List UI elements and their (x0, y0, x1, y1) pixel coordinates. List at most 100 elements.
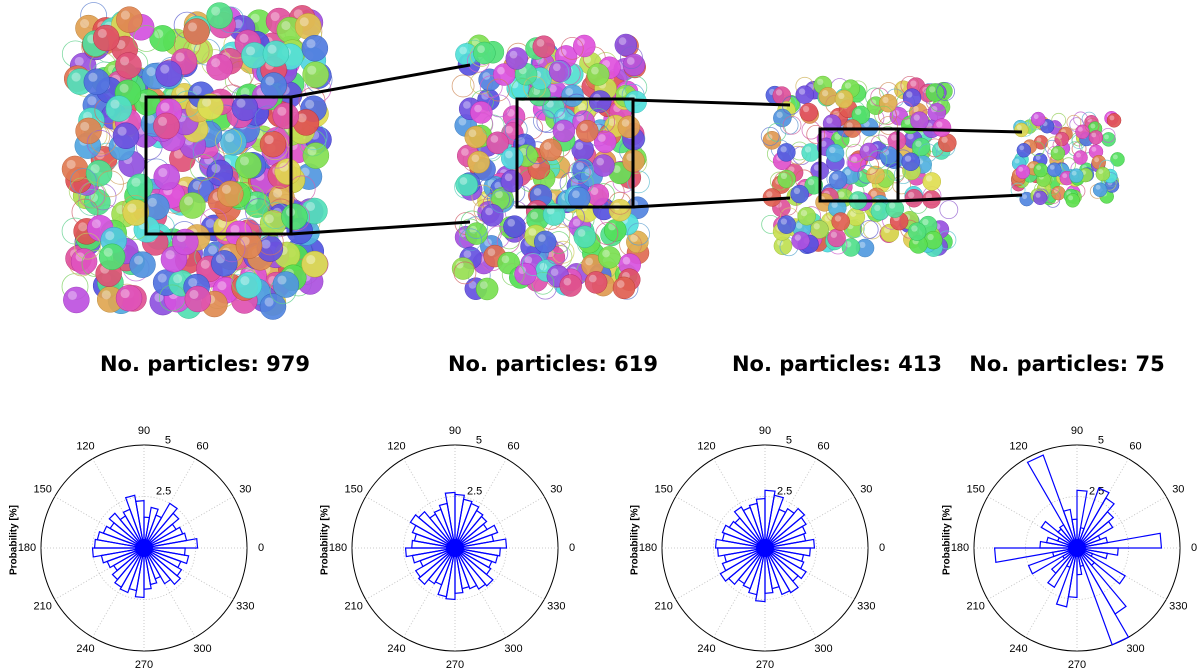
particle-highlight (485, 207, 493, 216)
particle-highlight (71, 72, 81, 82)
particle (189, 154, 217, 181)
particle-highlight (265, 76, 275, 86)
particle-highlight (1036, 165, 1042, 171)
particle-highlight (277, 275, 287, 285)
particle (260, 72, 287, 99)
theta-tick-label: 300 (504, 643, 522, 655)
theta-tick-label: 240 (76, 643, 94, 655)
particle-highlight (821, 90, 829, 97)
particle-highlight (305, 201, 316, 211)
theta-tick-label: 180 (329, 542, 347, 554)
particle-highlight (87, 96, 97, 106)
particle (586, 63, 610, 86)
particle (1065, 193, 1080, 208)
particle (487, 94, 511, 118)
particle-highlight (299, 17, 309, 27)
zoom-frames (144, 63, 1023, 236)
particle (1075, 124, 1090, 140)
particle (288, 175, 316, 203)
particle-highlight (297, 113, 307, 123)
grid-spoke (1076, 496, 1167, 549)
rose-center (446, 539, 464, 557)
particle-highlight (175, 87, 186, 97)
grid-spoke (92, 458, 145, 549)
particle-highlight (598, 134, 606, 142)
grid-spoke (454, 547, 545, 600)
particle-highlight (264, 135, 274, 145)
theta-tick-label: 120 (387, 441, 405, 453)
particle-highlight (776, 111, 783, 118)
rose-bar (1076, 547, 1119, 556)
particle (904, 188, 924, 208)
particle (1015, 164, 1031, 180)
particle (584, 271, 608, 294)
particle-highlight (572, 218, 581, 227)
particle-highlight (572, 190, 580, 199)
particle-highlight (145, 114, 155, 124)
particle-highlight (1091, 146, 1097, 152)
particle-highlight (505, 125, 513, 134)
particle-highlight (602, 249, 610, 258)
particle-highlight (501, 255, 510, 264)
particle (1054, 131, 1069, 147)
particle (98, 243, 126, 271)
particle-highlight (495, 190, 503, 199)
particle-highlight (1075, 152, 1081, 158)
particle-highlight (802, 105, 810, 113)
particle (925, 83, 945, 102)
particle (262, 40, 290, 67)
theta-tick-label: 240 (387, 643, 405, 655)
grid-spoke (713, 458, 766, 549)
zoom-box (515, 97, 635, 209)
particle-highlight (1062, 173, 1068, 179)
particle-highlight (796, 222, 803, 229)
particle (217, 180, 244, 208)
particle-highlight (851, 156, 858, 163)
particle (608, 191, 632, 215)
theta-tick-label: 180 (951, 542, 969, 554)
grid-spoke (764, 458, 817, 549)
particle-highlight (264, 297, 274, 307)
particle (560, 36, 584, 60)
particle-highlight (1068, 195, 1074, 201)
particle-highlight (117, 126, 127, 136)
particle-highlight (157, 273, 167, 283)
particle-highlight (175, 52, 185, 62)
theta-tick-label: 270 (446, 659, 464, 671)
particle (1051, 112, 1067, 128)
particle (825, 143, 845, 163)
particle-highlight (509, 50, 518, 59)
particle (1066, 114, 1082, 130)
particle (479, 75, 503, 99)
particle-highlight (105, 231, 115, 241)
particle-highlight (616, 280, 625, 288)
particle-highlight (487, 248, 496, 257)
rose-bar (1046, 547, 1078, 589)
particle-highlight (134, 255, 144, 265)
particle-highlight (578, 102, 586, 111)
particle (206, 53, 233, 81)
particle (1050, 145, 1066, 161)
particle-highlight (536, 39, 545, 47)
particle (851, 105, 871, 125)
particle (75, 117, 102, 145)
particle-highlight (846, 122, 853, 129)
particle (863, 220, 882, 240)
rose-center (135, 539, 153, 557)
particle (860, 156, 880, 175)
particle-highlight (103, 247, 113, 257)
particle-highlight (807, 179, 815, 186)
particle-highlight (160, 64, 170, 74)
particle (1084, 118, 1100, 133)
theta-tick-label: 240 (697, 643, 715, 655)
theta-tick-label: 60 (507, 441, 519, 453)
theta-tick-label: 150 (33, 483, 51, 495)
particle (806, 124, 826, 144)
particle-highlight (239, 156, 250, 166)
theta-tick-label: 180 (18, 542, 36, 554)
particle (514, 262, 537, 286)
zoom-line (897, 127, 1023, 134)
particle (464, 125, 488, 149)
particle (85, 160, 113, 187)
